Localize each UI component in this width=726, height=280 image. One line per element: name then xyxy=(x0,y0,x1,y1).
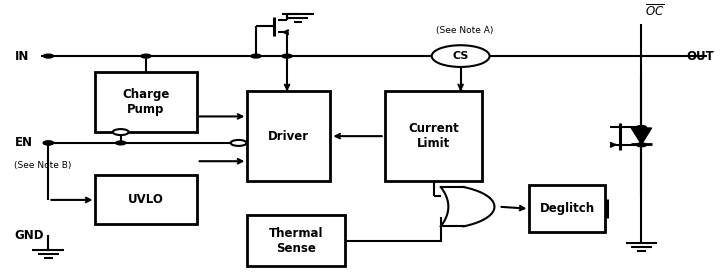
Circle shape xyxy=(113,129,129,135)
FancyBboxPatch shape xyxy=(95,176,197,224)
FancyBboxPatch shape xyxy=(248,91,330,181)
Text: $\overline{OC}$: $\overline{OC}$ xyxy=(645,4,664,19)
FancyBboxPatch shape xyxy=(529,185,605,232)
Circle shape xyxy=(44,141,54,145)
Circle shape xyxy=(44,54,54,58)
Circle shape xyxy=(432,45,489,67)
Text: EN: EN xyxy=(15,136,33,150)
Circle shape xyxy=(637,125,647,129)
Text: Current
Limit: Current Limit xyxy=(408,122,459,150)
Circle shape xyxy=(231,140,247,146)
Text: CS: CS xyxy=(452,51,469,61)
Text: (See Note B): (See Note B) xyxy=(15,162,72,171)
Text: Driver: Driver xyxy=(269,130,309,143)
FancyBboxPatch shape xyxy=(385,91,482,181)
Text: Thermal
Sense: Thermal Sense xyxy=(269,227,323,255)
Text: Deglitch: Deglitch xyxy=(539,202,595,215)
FancyBboxPatch shape xyxy=(95,72,197,132)
Circle shape xyxy=(44,141,54,145)
Circle shape xyxy=(637,143,647,147)
Text: UVLO: UVLO xyxy=(128,193,164,206)
Circle shape xyxy=(141,54,151,58)
Text: GND: GND xyxy=(15,229,44,242)
Text: Charge
Pump: Charge Pump xyxy=(123,88,170,116)
FancyBboxPatch shape xyxy=(248,215,345,266)
Polygon shape xyxy=(632,128,651,144)
Text: IN: IN xyxy=(15,50,29,63)
Polygon shape xyxy=(441,187,494,226)
Circle shape xyxy=(115,141,126,145)
Circle shape xyxy=(282,54,292,58)
Circle shape xyxy=(251,54,261,58)
Text: (See Note A): (See Note A) xyxy=(436,26,493,35)
Text: OUT: OUT xyxy=(686,50,714,63)
